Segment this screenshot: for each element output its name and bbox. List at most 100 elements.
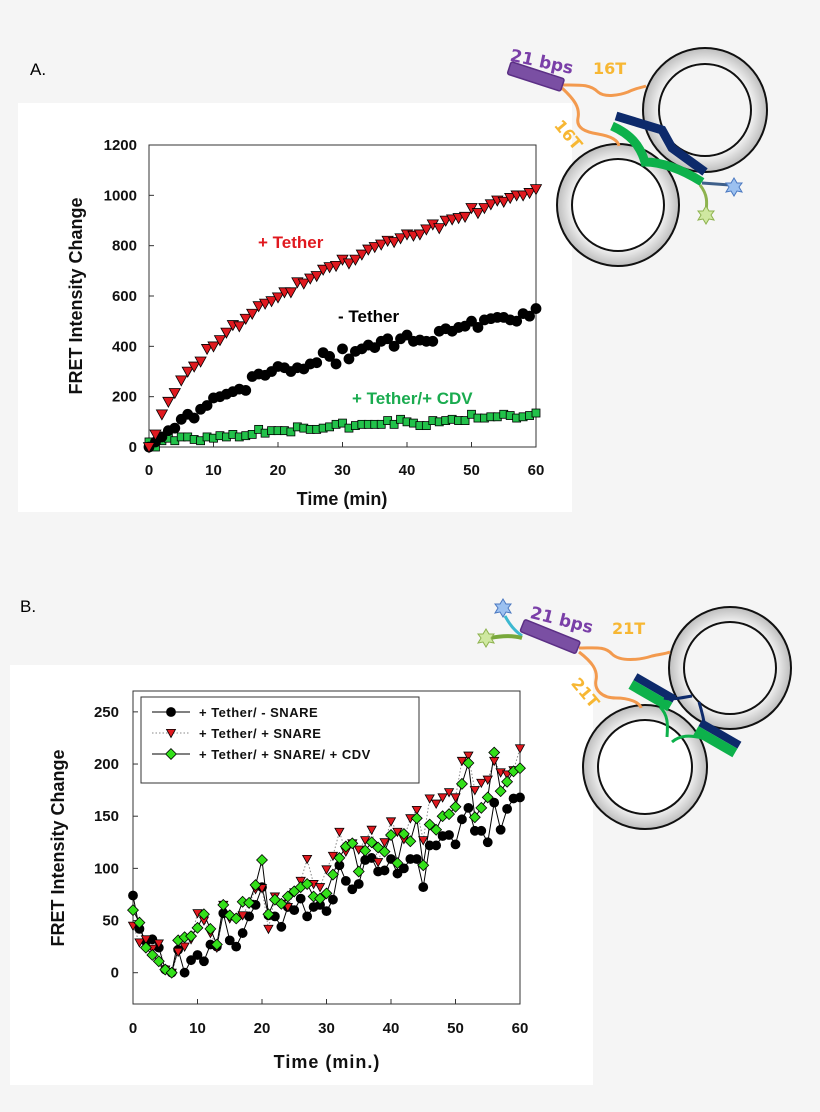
dna-duplex bbox=[519, 619, 581, 654]
data-point bbox=[489, 797, 500, 808]
data-point bbox=[231, 941, 242, 952]
data-point bbox=[316, 264, 330, 276]
data-point bbox=[314, 883, 326, 893]
data-point bbox=[186, 955, 196, 966]
data-point bbox=[482, 837, 493, 848]
data-point bbox=[258, 298, 272, 310]
data-point bbox=[523, 188, 536, 200]
data-point bbox=[369, 342, 381, 353]
y-tick-label: 0 bbox=[129, 439, 137, 456]
green-star-icon bbox=[476, 628, 496, 648]
data-point bbox=[284, 287, 298, 299]
snare-complex-left bbox=[628, 673, 677, 712]
donor-tether bbox=[503, 615, 523, 638]
data-point bbox=[281, 890, 294, 903]
data-point bbox=[210, 938, 223, 951]
y-tick-label: 1200 bbox=[104, 137, 137, 154]
data-point bbox=[529, 184, 543, 196]
linker-top bbox=[578, 646, 671, 661]
series-circle bbox=[128, 792, 525, 978]
snare-green-links bbox=[658, 705, 703, 744]
vesicle-top bbox=[668, 606, 792, 730]
data-point bbox=[524, 310, 535, 322]
data-point bbox=[391, 857, 404, 870]
data-point bbox=[192, 950, 203, 960]
annotation-plus-tether: + Tether bbox=[258, 233, 324, 252]
vesicle-bottom bbox=[582, 704, 708, 830]
data-point bbox=[265, 296, 278, 308]
data-point bbox=[382, 333, 394, 345]
data-point bbox=[515, 792, 525, 803]
data-point bbox=[155, 409, 169, 421]
data-point bbox=[134, 938, 145, 948]
data-point bbox=[378, 845, 391, 858]
diagram-b: 21 bps 21T 21T bbox=[476, 598, 792, 830]
data-point bbox=[410, 812, 423, 825]
data-point bbox=[388, 340, 400, 352]
data-point bbox=[286, 427, 296, 437]
y-tick-label: 400 bbox=[112, 338, 137, 355]
data-point bbox=[207, 341, 220, 353]
data-point bbox=[128, 890, 138, 901]
data-point bbox=[484, 199, 498, 211]
data-point bbox=[301, 878, 314, 890]
data-point bbox=[379, 838, 390, 848]
snare-navy-links bbox=[663, 694, 707, 729]
data-point bbox=[204, 922, 217, 935]
data-point bbox=[511, 315, 523, 327]
data-point bbox=[386, 854, 396, 864]
data-point bbox=[230, 912, 243, 925]
data-point bbox=[233, 321, 246, 333]
y-tick-label: 200 bbox=[94, 756, 119, 773]
data-point bbox=[289, 905, 300, 915]
data-point bbox=[497, 196, 510, 208]
data-point bbox=[185, 930, 198, 943]
y-tick-label: 0 bbox=[111, 965, 119, 982]
data-point bbox=[275, 897, 288, 910]
snare-navy bbox=[614, 111, 708, 176]
data-point bbox=[252, 301, 265, 313]
data-point bbox=[430, 799, 442, 810]
data-point bbox=[481, 791, 494, 804]
panel-a-label: A. bbox=[30, 60, 46, 79]
data-point bbox=[224, 935, 235, 946]
data-point bbox=[301, 854, 313, 865]
blue-star-icon bbox=[493, 598, 513, 618]
data-point bbox=[127, 904, 139, 917]
data-point bbox=[385, 817, 397, 827]
data-point bbox=[458, 211, 472, 224]
data-point bbox=[397, 827, 410, 840]
diagram-a: 21 bps 16T 16T bbox=[506, 46, 768, 267]
acceptor-tether bbox=[489, 634, 523, 640]
data-point bbox=[502, 803, 513, 814]
data-point bbox=[271, 292, 285, 304]
x-axis-label: Time (min.) bbox=[274, 1052, 381, 1072]
snare-complex-right bbox=[693, 719, 742, 758]
data-point bbox=[237, 911, 248, 921]
series-circle bbox=[143, 303, 542, 453]
data-point bbox=[179, 967, 190, 978]
x-tick-label: 20 bbox=[254, 1020, 271, 1037]
annotation-minus-tether: - Tether bbox=[338, 307, 399, 326]
data-point bbox=[326, 868, 339, 881]
x-tick-label: 0 bbox=[129, 1020, 137, 1037]
legend-item: + Tether/ + SNARE bbox=[152, 726, 321, 741]
data-point bbox=[149, 429, 162, 441]
y-tick-label: 200 bbox=[112, 389, 137, 406]
data-point bbox=[368, 242, 381, 254]
data-point bbox=[295, 893, 306, 904]
data-point bbox=[311, 357, 323, 369]
x-tick-label: 60 bbox=[512, 1020, 529, 1037]
data-point bbox=[475, 801, 488, 814]
data-point bbox=[172, 947, 184, 958]
data-point bbox=[194, 356, 207, 368]
data-point bbox=[320, 887, 333, 900]
data-point bbox=[334, 827, 345, 838]
green-star-icon bbox=[696, 205, 716, 225]
data-point bbox=[349, 254, 362, 266]
dna-duplex bbox=[506, 61, 565, 92]
data-point bbox=[200, 344, 214, 356]
x-tick-label: 40 bbox=[383, 1020, 400, 1037]
data-point bbox=[237, 928, 248, 938]
